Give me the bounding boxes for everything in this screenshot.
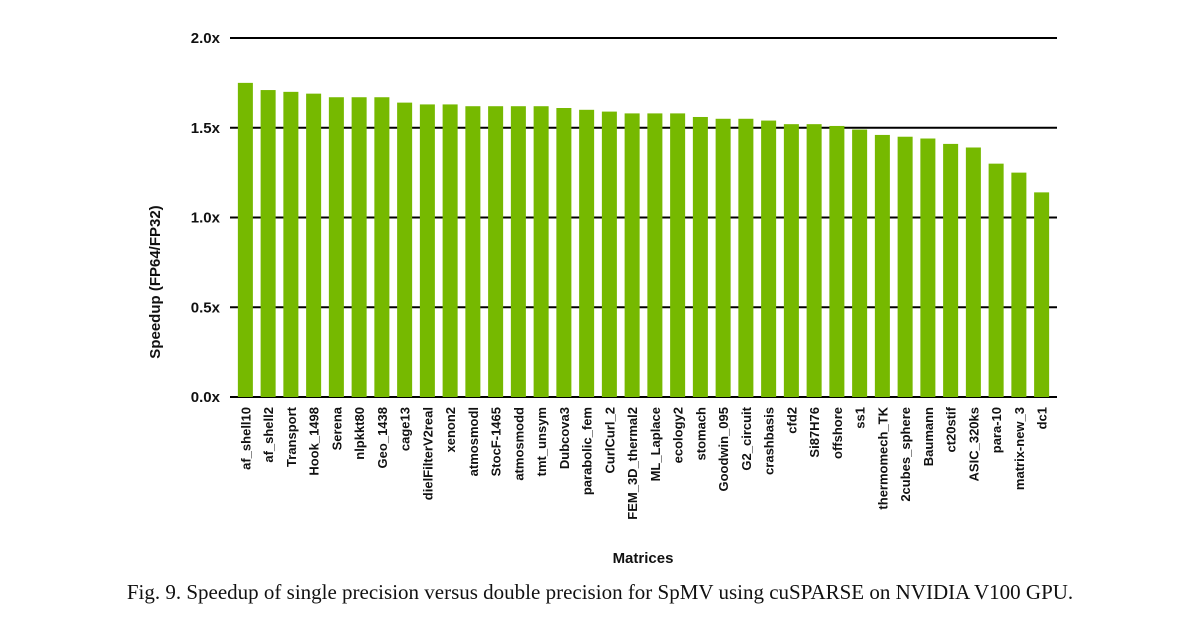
bar-Transport <box>283 91 299 397</box>
y-tick-label: 1.0x <box>191 210 221 227</box>
bar-dc1 <box>1034 192 1050 397</box>
x-tick-label: ecology2 <box>671 407 686 463</box>
x-tick-label: af_shell2 <box>261 407 276 463</box>
x-tick-label: crashbasis <box>762 407 777 475</box>
bar-af_shell2 <box>260 90 276 398</box>
bar-Dubcova3 <box>556 108 572 397</box>
x-tick-label: ML_Laplace <box>648 407 663 481</box>
x-tick-label: Geo_1438 <box>375 407 390 468</box>
x-tick-label: Baumann <box>921 407 936 466</box>
bar-Geo_1438 <box>374 97 390 398</box>
x-tick-label: af_shell10 <box>238 407 253 470</box>
x-tick-label: ASIC_320ks <box>966 407 981 481</box>
y-tick-label: 1.5x <box>191 120 221 137</box>
x-tick-label: Transport <box>284 406 299 467</box>
bars <box>237 82 1050 398</box>
x-tick-label: CurlCurl_2 <box>602 407 617 473</box>
gridlines <box>230 37 1057 398</box>
x-tick-label: ss1 <box>853 407 868 429</box>
bar-Si87H76 <box>806 124 822 397</box>
x-tick-label: 2cubes_sphere <box>898 407 913 502</box>
x-tick-label: G2_circuit <box>739 406 754 470</box>
y-tick-label: 0.5x <box>191 299 221 316</box>
figure-caption: Fig. 9. Speedup of single precision vers… <box>127 580 1073 604</box>
bar-stomach <box>692 116 708 397</box>
bar-ct20stif <box>943 143 959 397</box>
bar-cage13 <box>397 102 413 398</box>
x-tick-label: stomach <box>693 407 708 461</box>
x-tick-label: thermomech_TK <box>875 406 890 509</box>
bar-parabolic_fem <box>579 109 595 398</box>
x-tick-label: atmosmodd <box>511 407 526 481</box>
x-tick-label: dc1 <box>1035 407 1050 429</box>
bar-nlpkkt80 <box>351 97 367 398</box>
x-tick-label: parabolic_fem <box>580 407 595 495</box>
x-tick-label: nlpkkt80 <box>352 407 367 460</box>
x-tick-label: xenon2 <box>443 407 458 453</box>
bar-tmt_unsym <box>533 106 549 398</box>
bar-CurlCurl_2 <box>601 111 617 397</box>
bar-xenon2 <box>442 104 458 397</box>
x-tick-label: Serena <box>329 406 344 450</box>
bar-offshore <box>829 125 845 397</box>
bar-2cubes_sphere <box>897 136 913 397</box>
bar-Serena <box>328 97 344 398</box>
x-tick-label: ct20stif <box>944 406 959 452</box>
y-tick-label: 2.0x <box>191 30 221 47</box>
y-tick-label: 0.0x <box>191 389 221 406</box>
x-axis-title: Matrices <box>613 550 674 567</box>
bar-atmosmodd <box>510 106 526 398</box>
bar-af_shell10 <box>237 82 253 397</box>
x-tick-label: matrix-new_3 <box>1012 407 1027 490</box>
bar-ASIC_320ks <box>965 147 981 397</box>
bar-ecology2 <box>670 113 686 397</box>
x-tick-label: FEM_3D_thermal2 <box>625 407 640 520</box>
bar-dielFilterV2real <box>419 104 435 397</box>
x-tick-label: Goodwin_095 <box>716 407 731 492</box>
bar-crashbasis <box>761 120 777 397</box>
bar-ML_Laplace <box>647 113 663 397</box>
x-tick-label: offshore <box>830 407 845 459</box>
x-tick-label: Dubcova3 <box>557 407 572 469</box>
x-tick-labels: af_shell10 af_shell2 Transport Hook_1498 Ser… <box>238 406 1049 519</box>
bar-Hook_1498 <box>306 93 322 398</box>
bar-Baumann <box>920 138 936 397</box>
bar-G2_circuit <box>738 118 754 398</box>
x-tick-label: dielFilterV2real <box>420 407 435 500</box>
x-tick-label: Hook_1498 <box>307 407 322 476</box>
bar-atmosmodl <box>465 106 481 398</box>
y-tick-labels: 0.0x 0.5x 1.0x 1.5x 2.0x <box>191 30 221 406</box>
x-tick-label: tmt_unsym <box>534 407 549 476</box>
bar-Goodwin_095 <box>715 118 731 398</box>
x-tick-label: cfd2 <box>784 407 799 434</box>
bar-para-10 <box>988 163 1004 397</box>
x-tick-label: para-10 <box>989 407 1004 453</box>
x-tick-label: StocF-1465 <box>489 407 504 476</box>
bar-matrix-new_3 <box>1011 172 1027 397</box>
bar-cfd2 <box>783 124 799 397</box>
bar-FEM_3D_thermal2 <box>624 113 640 397</box>
x-tick-label: cage13 <box>398 407 413 451</box>
bar-thermomech_TK <box>874 134 890 397</box>
bar-StocF-1465 <box>488 106 504 398</box>
y-axis-title: Speedup (FP64/FP32) <box>147 205 164 358</box>
bar-ss1 <box>852 129 868 398</box>
x-tick-label: Si87H76 <box>807 407 822 458</box>
x-tick-label: atmosmodl <box>466 407 481 476</box>
